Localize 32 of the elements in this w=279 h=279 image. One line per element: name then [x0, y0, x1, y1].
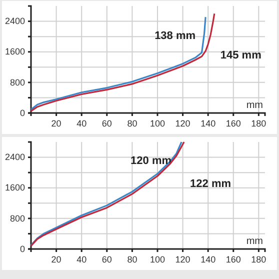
x-tick-label: 80 [127, 254, 138, 264]
x-tick-label: 40 [76, 254, 87, 264]
x-tick-label: 20 [51, 254, 62, 264]
x-tick-label: 120 [175, 254, 190, 264]
x-tick-label: 140 [200, 254, 216, 264]
series-label: 138 mm [154, 30, 196, 42]
x-tick-label: 40 [76, 118, 87, 128]
x-tick-label: 120 [175, 118, 190, 128]
y-tick-label: 2400 [4, 152, 25, 162]
x-axis-title: mm [246, 236, 263, 247]
x-tick-label: 20 [51, 118, 62, 128]
series-label: 120 mm [130, 155, 172, 167]
x-tick-label: 180 [251, 118, 266, 128]
x-tick-label: 60 [102, 254, 112, 264]
y-tick-label: 1600 [4, 46, 25, 57]
x-axis-title: mm [246, 100, 263, 111]
y-tick-label: 800 [10, 77, 25, 88]
y-tick-label: 800 [10, 213, 25, 224]
y-tick-label: 1600 [4, 182, 25, 193]
x-tick-label: 80 [127, 118, 138, 128]
series-label: 145 mm [220, 50, 262, 62]
x-tick-label: 60 [102, 118, 112, 128]
y-tick-label: 0 [20, 244, 25, 254]
x-tick-label: 180 [251, 254, 266, 264]
x-tick-label: 160 [226, 118, 241, 128]
x-tick-label: 140 [200, 118, 216, 128]
x-tick-label: 100 [150, 118, 165, 128]
x-tick-label: 160 [226, 254, 241, 264]
y-tick-label: 0 [20, 108, 25, 118]
text: 122 mm [190, 178, 232, 190]
x-tick-label: 100 [150, 254, 165, 264]
y-tick-label: 2400 [4, 16, 25, 26]
